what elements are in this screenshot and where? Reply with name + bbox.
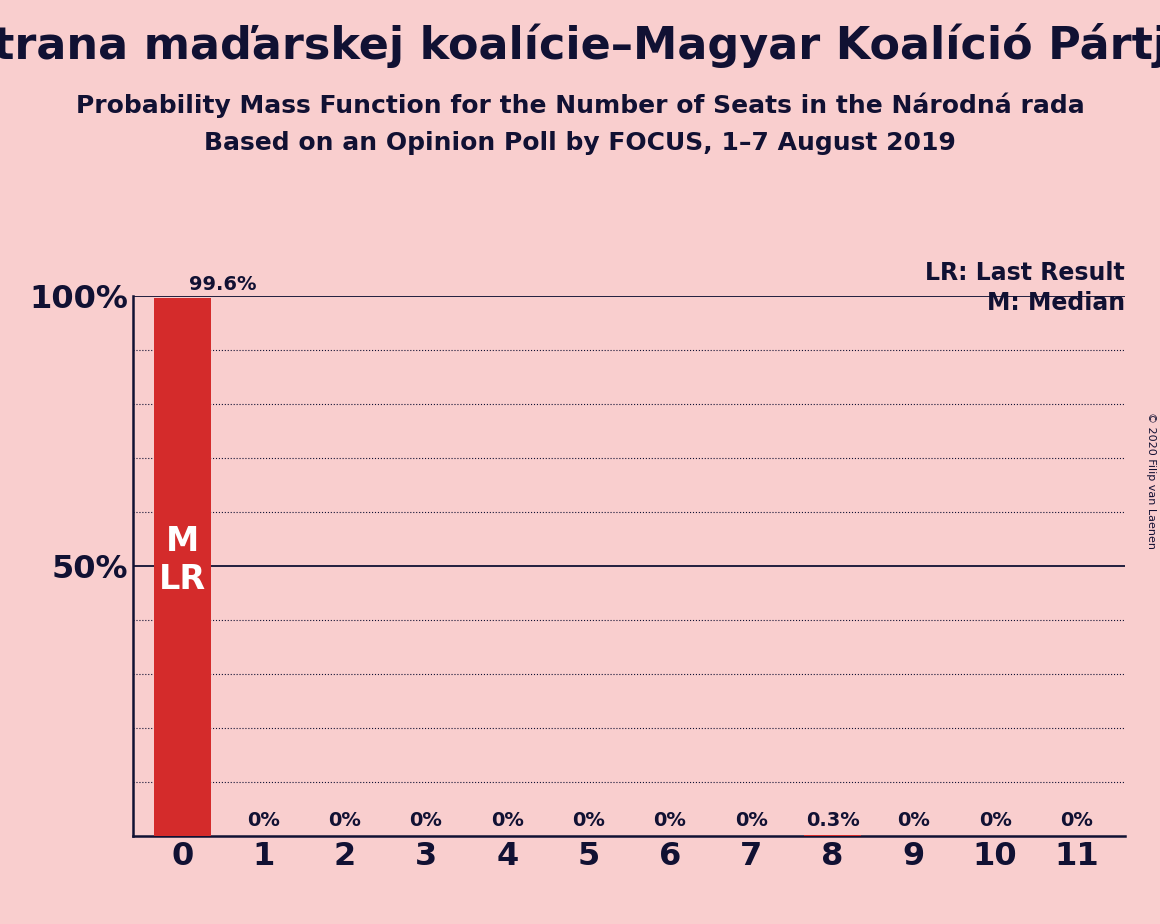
- Text: 0%: 0%: [247, 810, 280, 830]
- Text: M: Median: M: Median: [987, 291, 1125, 314]
- Bar: [154, 298, 211, 836]
- Text: 0%: 0%: [734, 810, 768, 830]
- Text: LR: LR: [159, 563, 205, 596]
- Text: © 2020 Filip van Laenen: © 2020 Filip van Laenen: [1146, 412, 1155, 549]
- Text: 0%: 0%: [491, 810, 524, 830]
- Text: 0%: 0%: [653, 810, 687, 830]
- Text: 0%: 0%: [572, 810, 606, 830]
- Text: Strana maďarskej koalície–Magyar Koalíció Pártja: Strana maďarskej koalície–Magyar Koalíci…: [0, 23, 1160, 68]
- Text: 0%: 0%: [328, 810, 361, 830]
- Text: 99.6%: 99.6%: [189, 274, 256, 294]
- Text: Based on an Opinion Poll by FOCUS, 1–7 August 2019: Based on an Opinion Poll by FOCUS, 1–7 A…: [204, 131, 956, 155]
- Text: M: M: [166, 525, 198, 558]
- Text: 0%: 0%: [409, 810, 442, 830]
- Text: LR: Last Result: LR: Last Result: [926, 261, 1125, 285]
- Text: 0.3%: 0.3%: [806, 811, 860, 831]
- Text: Probability Mass Function for the Number of Seats in the Národná rada: Probability Mass Function for the Number…: [75, 92, 1085, 118]
- Text: 0%: 0%: [979, 810, 1012, 830]
- Text: 0%: 0%: [1060, 810, 1093, 830]
- Bar: [804, 834, 861, 836]
- Text: 0%: 0%: [898, 810, 930, 830]
